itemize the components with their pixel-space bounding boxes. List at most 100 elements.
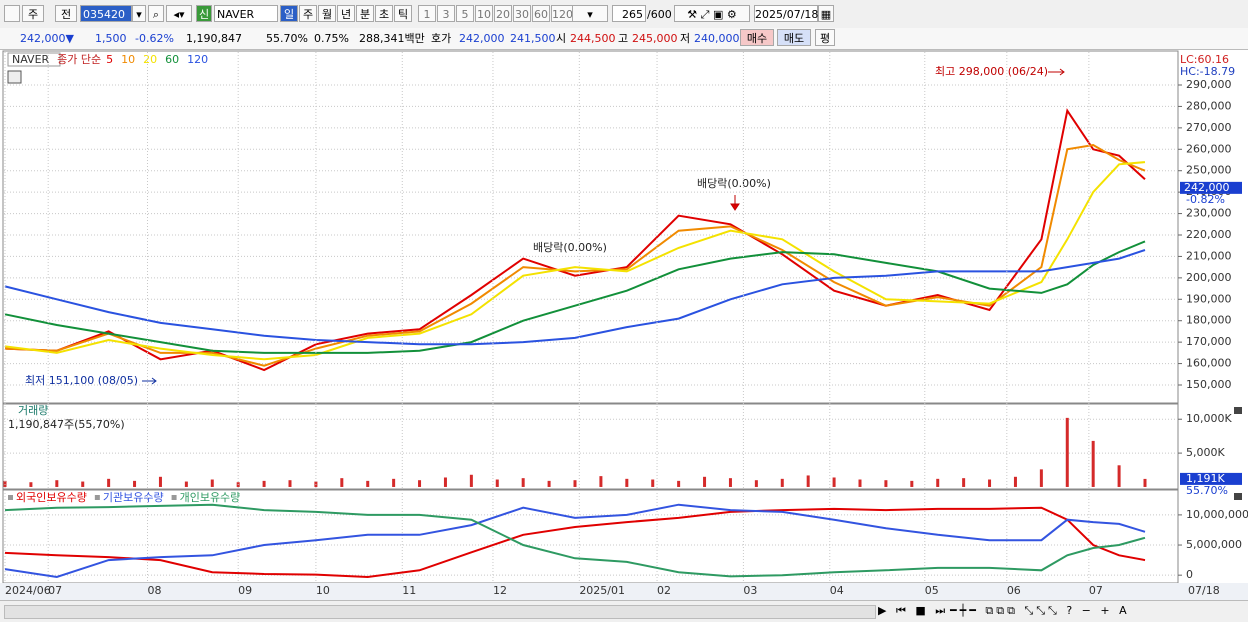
interval-button[interactable]: 30 [513,5,531,22]
volume-bar [1065,417,1069,487]
code-input[interactable]: 035420 [80,5,132,22]
annotation: 배당락(0.00%) [533,241,607,254]
bid: 241,500 [510,32,556,45]
volume-bar [677,480,681,487]
volume-bar [158,476,162,487]
interval-button[interactable]: 60 [532,5,550,22]
y-tick-label: 150,000 [1186,378,1232,391]
y-tick-label: 290,000 [1186,78,1232,91]
tool-buttons[interactable]: ⚒ ⤢ ▣ ⚙ [674,5,750,22]
legend-entry: 외국인보유수량 [16,491,87,504]
panel-icon[interactable] [7,70,22,84]
last-price-label: 242,000 [1184,181,1230,194]
quote-label: 호가 [431,32,452,45]
dropdown[interactable]: ▾ [132,5,146,22]
interval-button[interactable]: 120 [551,5,573,22]
name-input[interactable]: NAVER [214,5,278,22]
chart-title: NAVER [12,53,50,66]
volume-bar [754,480,758,487]
y-tick-label: 210,000 [1186,249,1232,262]
volume-bar [884,480,888,487]
volume-bar [780,478,784,487]
volume-bar [55,480,59,487]
count-max: /600 [647,8,672,21]
lc-label: LC:60.16 [1180,53,1229,66]
count-input[interactable]: 265 [612,5,646,22]
zoom-buttons[interactable]: ━┿━ ⧉⧉⧉ ⤡⤡⤡ ? − + A [950,604,1130,617]
panel-close[interactable] [1234,407,1242,414]
period-button[interactable]: 초 [375,5,393,22]
hc-label: HC:-18.79 [1180,65,1235,78]
y-tick-label: 160,000 [1186,357,1232,370]
x-tick-label: 04 [830,584,844,597]
scroll-buttons[interactable]: ▶ ⏮ ■ ⏭ [878,604,949,617]
interval-button[interactable]: 10 [475,5,493,22]
volume-rate: 55.70% [266,32,308,45]
badge: 신 [196,5,212,22]
volume-bar [1013,476,1017,487]
panel-close[interactable] [1234,493,1242,500]
dividend-marker [730,195,740,211]
volume-bar [728,478,732,487]
menu-button[interactable] [4,5,20,22]
turnover-rate: 0.75% [314,32,349,45]
series-line [4,506,1146,579]
high-label: 고 [618,32,629,45]
y-tick-label: 0 [1186,568,1193,581]
y-tick-label: 250,000 [1186,164,1232,177]
period-button[interactable]: 주 [299,5,317,22]
interval-button[interactable]: 5 [456,5,474,22]
legend-swatch [171,495,177,500]
interval-button[interactable]: 1 [418,5,436,22]
volume-bar [910,480,914,487]
calendar-button[interactable]: ▦ [818,5,834,22]
y-tick-label: 260,000 [1186,142,1232,155]
buy-button[interactable]: 매수 [740,29,774,46]
sell-button[interactable]: 매도 [777,29,811,46]
annotation: 최저 151,100 (08/05) [25,374,138,387]
period-button[interactable]: 틱 [394,5,412,22]
period-button[interactable]: 분 [356,5,374,22]
x-tick-label: 09 [238,584,252,597]
legend-entry: 5 [106,53,113,66]
period-button[interactable]: 일 [280,5,298,22]
sound-button[interactable]: ◂▾ [166,5,192,22]
market-button[interactable]: 주 [22,5,44,22]
change-rate: -0.62% [135,32,174,45]
annotation-arrow [1048,68,1065,76]
volume-bar [962,478,966,487]
volume-bar [806,475,810,487]
annotation: 최고 298,000 (06/24) [935,65,1048,78]
volume-bar [340,478,344,487]
volume-bar [1091,440,1095,487]
scroll-track[interactable] [4,605,876,619]
avg-button[interactable]: 평 [815,29,835,46]
interval-button[interactable]: 3 [437,5,455,22]
search-button[interactable]: ⌕ [148,5,164,22]
date-input[interactable]: 2025/07/18 [754,5,818,22]
legend-swatch [94,495,100,500]
side-button[interactable]: 전 [55,5,77,22]
legend-entry: 개인보유수량 [180,491,241,504]
low-label: 저 [680,32,691,45]
series-line [4,503,1146,578]
period-button[interactable]: 년 [337,5,355,22]
volume-bar [29,482,33,487]
y-tick-label: 280,000 [1186,99,1232,112]
change: 1,500 [95,32,127,45]
volume-bar [625,478,629,487]
volume-bar [3,480,7,487]
scrollbar: ▶ ⏮ ■ ⏭ ━┿━ ⧉⧉⧉ ⤡⤡⤡ ? − + A [0,600,1248,622]
x-tick-label: 06 [1007,584,1021,597]
trade-value: 288,341백만 [359,32,425,45]
period-button[interactable]: 월 [318,5,336,22]
last-change-label: -0.82% [1186,193,1225,206]
dropdown[interactable]: ▾ [572,5,608,22]
y-tick-label: 230,000 [1186,207,1232,220]
x-tick-label: 02 [657,584,671,597]
series-line [4,503,1146,579]
interval-button[interactable]: 20 [494,5,512,22]
y-tick-label: 200,000 [1186,271,1232,284]
